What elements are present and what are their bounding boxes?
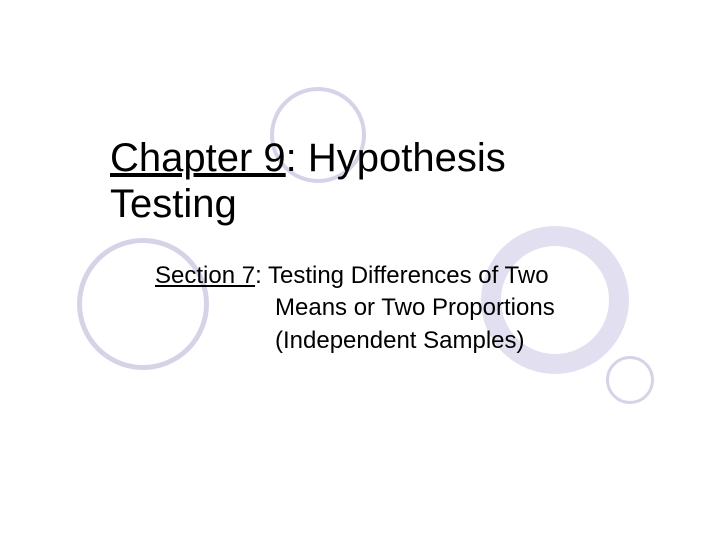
- subtitle-line1-rest: : Testing Differences of Two: [255, 262, 549, 289]
- slide-subtitle: Section 7: Testing Differences of Two Me…: [155, 260, 615, 357]
- decorative-circle-4: [606, 356, 654, 404]
- slide-title: Chapter 9: Hypothesis Testing: [110, 135, 610, 227]
- subtitle-line2: Means or Two Proportions: [275, 292, 615, 324]
- subtitle-prefix: Section 7: [155, 262, 255, 289]
- subtitle-line3: (Independent Samples): [275, 325, 615, 357]
- title-prefix: Chapter 9: [110, 136, 286, 180]
